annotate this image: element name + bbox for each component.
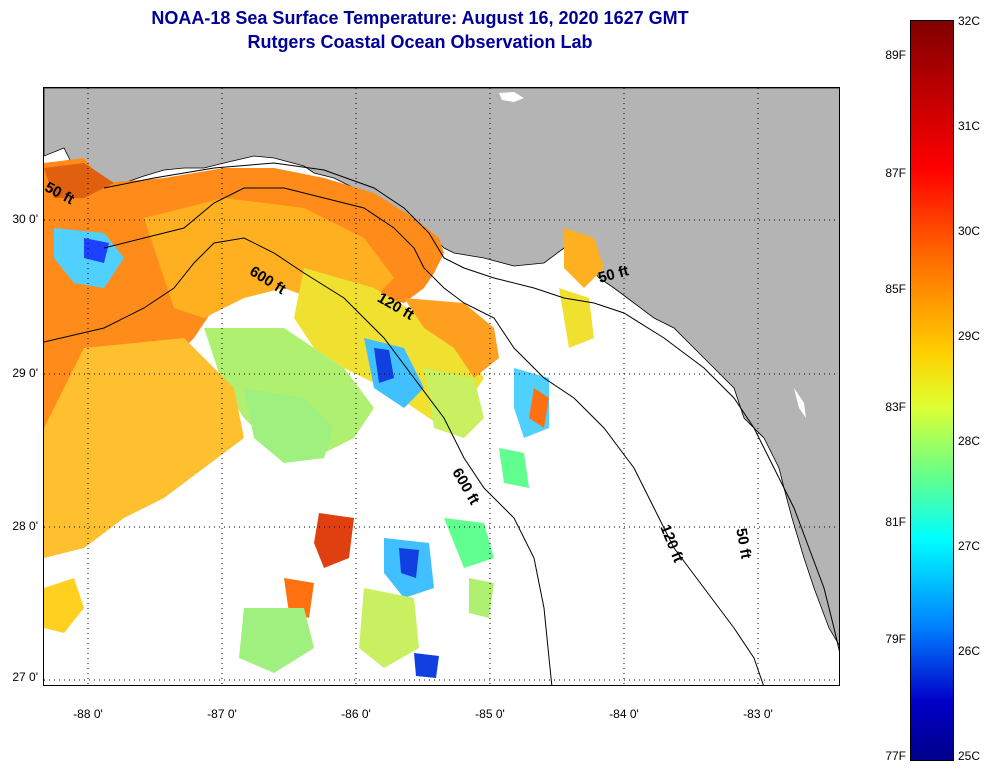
sst-map bbox=[43, 87, 840, 686]
colorbar-celsius-label: 29C bbox=[958, 329, 981, 343]
lat-label: 27 0' bbox=[12, 670, 38, 684]
colorbar-fahrenheit-label: 87F bbox=[885, 166, 906, 180]
colorbar-celsius-label: 28C bbox=[958, 434, 981, 448]
land-mass bbox=[44, 88, 839, 646]
lat-label: 30 0' bbox=[12, 212, 38, 226]
lon-label: -85 0' bbox=[475, 707, 505, 721]
lat-label: 29 0' bbox=[12, 366, 38, 380]
lat-label: 28 0' bbox=[12, 519, 38, 533]
contour-600ft bbox=[44, 237, 553, 685]
lon-label: -84 0' bbox=[609, 707, 639, 721]
contour-50ft bbox=[103, 162, 839, 652]
colorbar-fahrenheit-label: 83F bbox=[885, 400, 906, 414]
colorbar-fahrenheit-label: 79F bbox=[885, 632, 906, 646]
bay-shape bbox=[794, 388, 806, 418]
lon-label: -83 0' bbox=[743, 707, 773, 721]
colorbar-fahrenheit-label: 89F bbox=[885, 48, 906, 62]
lon-label: -88 0' bbox=[73, 707, 103, 721]
bay-shape bbox=[499, 92, 524, 102]
depth-contours bbox=[44, 162, 839, 685]
colorbar-celsius-label: 26C bbox=[958, 644, 981, 658]
sst-patches bbox=[44, 158, 604, 678]
colorbar-celsius-label: 31C bbox=[958, 119, 981, 133]
chart-subtitle: Rutgers Coastal Ocean Observation Lab bbox=[247, 32, 593, 52]
colorbar-celsius-label: 30C bbox=[958, 224, 981, 238]
map-canvas bbox=[44, 88, 839, 685]
temperature-colorbar bbox=[910, 20, 954, 761]
colorbar-fahrenheit-label: 77F bbox=[885, 749, 906, 763]
colorbar-fahrenheit-label: 85F bbox=[885, 282, 906, 296]
contour-120ft bbox=[103, 187, 764, 685]
chart-title: NOAA-18 Sea Surface Temperature: August … bbox=[151, 8, 689, 28]
colorbar-celsius-label: 32C bbox=[958, 14, 981, 28]
colorbar-celsius-label: 25C bbox=[958, 749, 981, 763]
lon-label: -87 0' bbox=[207, 707, 237, 721]
colorbar-celsius-label: 27C bbox=[958, 539, 981, 553]
lon-label: -86 0' bbox=[341, 707, 371, 721]
colorbar-fahrenheit-label: 81F bbox=[885, 515, 906, 529]
